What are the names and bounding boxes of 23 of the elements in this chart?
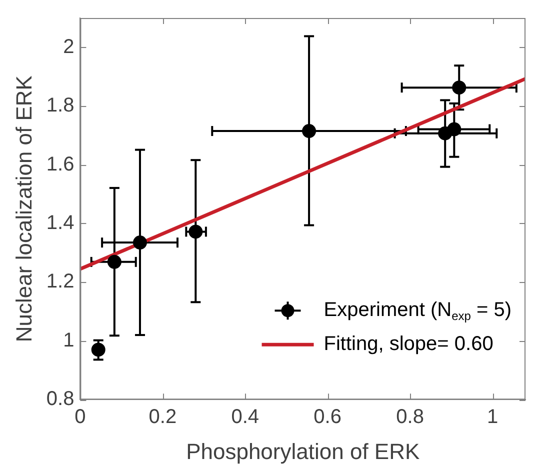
point [107,254,122,269]
y-tick-label: 1.8 [46,94,74,117]
y-axis-title: Nuclear localization of ERK [11,75,36,342]
legend-label: Fitting, slope= 0.60 [324,333,494,356]
x-tick-label: 1 [486,406,498,428]
x-tick-label: 0.2 [148,406,177,428]
x-tick-label: 0.6 [314,406,342,428]
y-tick-label: 0.8 [46,388,74,410]
point [132,236,147,250]
y-tick-label: 1.6 [46,153,74,176]
point [302,124,316,138]
point [447,122,462,136]
point [91,342,106,357]
x-tick-label: 0.4 [231,406,260,428]
point [452,80,466,95]
x-axis-title: Phosphorylation of ERK [186,438,420,464]
y-tick-label: 1 [63,329,74,352]
x-tick-label: 0.8 [396,406,424,428]
y-tick-label: 1.4 [46,212,74,234]
y-tick-label: 2 [63,36,74,58]
point [188,224,203,239]
x-tick-label: 0 [74,406,86,428]
y-tick-label: 1.2 [46,270,74,293]
